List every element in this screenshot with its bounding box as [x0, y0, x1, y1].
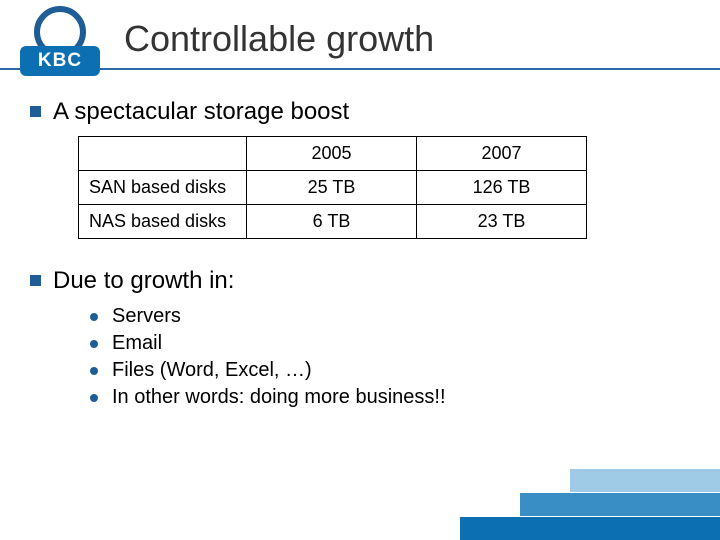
list-item: In other words: doing more business!!	[90, 386, 690, 409]
bullet-1: A spectacular storage boost	[30, 98, 690, 126]
deco-bar-icon	[520, 493, 720, 516]
dot-bullet-icon	[90, 340, 98, 348]
logo-chip: KBC	[20, 46, 100, 76]
kbc-logo: KBC	[14, 0, 104, 90]
header-rule	[0, 68, 720, 70]
corner-decoration	[460, 440, 720, 540]
list-item: Servers	[90, 305, 690, 328]
table: 2005 2007 SAN based disks 25 TB 126 TB N…	[78, 136, 587, 239]
table-header-row: 2005 2007	[79, 137, 587, 171]
sub-list: Servers Email Files (Word, Excel, …) In …	[90, 305, 690, 409]
cell-2005: 6 TB	[247, 205, 417, 239]
cell-2007: 23 TB	[417, 205, 587, 239]
bullet-1-text: A spectacular storage boost	[53, 98, 349, 126]
table-row: SAN based disks 25 TB 126 TB	[79, 171, 587, 205]
logo-text: KBC	[38, 50, 82, 72]
square-bullet-icon	[30, 106, 41, 117]
slide-title: Controllable growth	[118, 18, 440, 60]
cell-2007: 126 TB	[417, 171, 587, 205]
sub-text: In other words: doing more business!!	[112, 386, 446, 409]
sub-text: Email	[112, 332, 162, 355]
list-item: Files (Word, Excel, …)	[90, 359, 690, 382]
row-label: SAN based disks	[79, 171, 247, 205]
square-bullet-icon	[30, 275, 41, 286]
table-header-2007: 2007	[417, 137, 587, 171]
sub-text: Servers	[112, 305, 181, 328]
deco-bar-icon	[460, 517, 720, 540]
deco-bar-icon	[570, 469, 720, 492]
table-row: NAS based disks 6 TB 23 TB	[79, 205, 587, 239]
dot-bullet-icon	[90, 394, 98, 402]
bullet-2-text: Due to growth in:	[53, 267, 234, 295]
table-header-blank	[79, 137, 247, 171]
sub-text: Files (Word, Excel, …)	[112, 359, 312, 382]
table-header-2005: 2005	[247, 137, 417, 171]
slide: KBC Controllable growth A spectacular st…	[0, 0, 720, 540]
list-item: Email	[90, 332, 690, 355]
bullet-2: Due to growth in:	[30, 267, 690, 295]
dot-bullet-icon	[90, 367, 98, 375]
cell-2005: 25 TB	[247, 171, 417, 205]
content-area: A spectacular storage boost 2005 2007 SA…	[30, 98, 690, 413]
dot-bullet-icon	[90, 313, 98, 321]
storage-table: 2005 2007 SAN based disks 25 TB 126 TB N…	[78, 136, 690, 239]
row-label: NAS based disks	[79, 205, 247, 239]
